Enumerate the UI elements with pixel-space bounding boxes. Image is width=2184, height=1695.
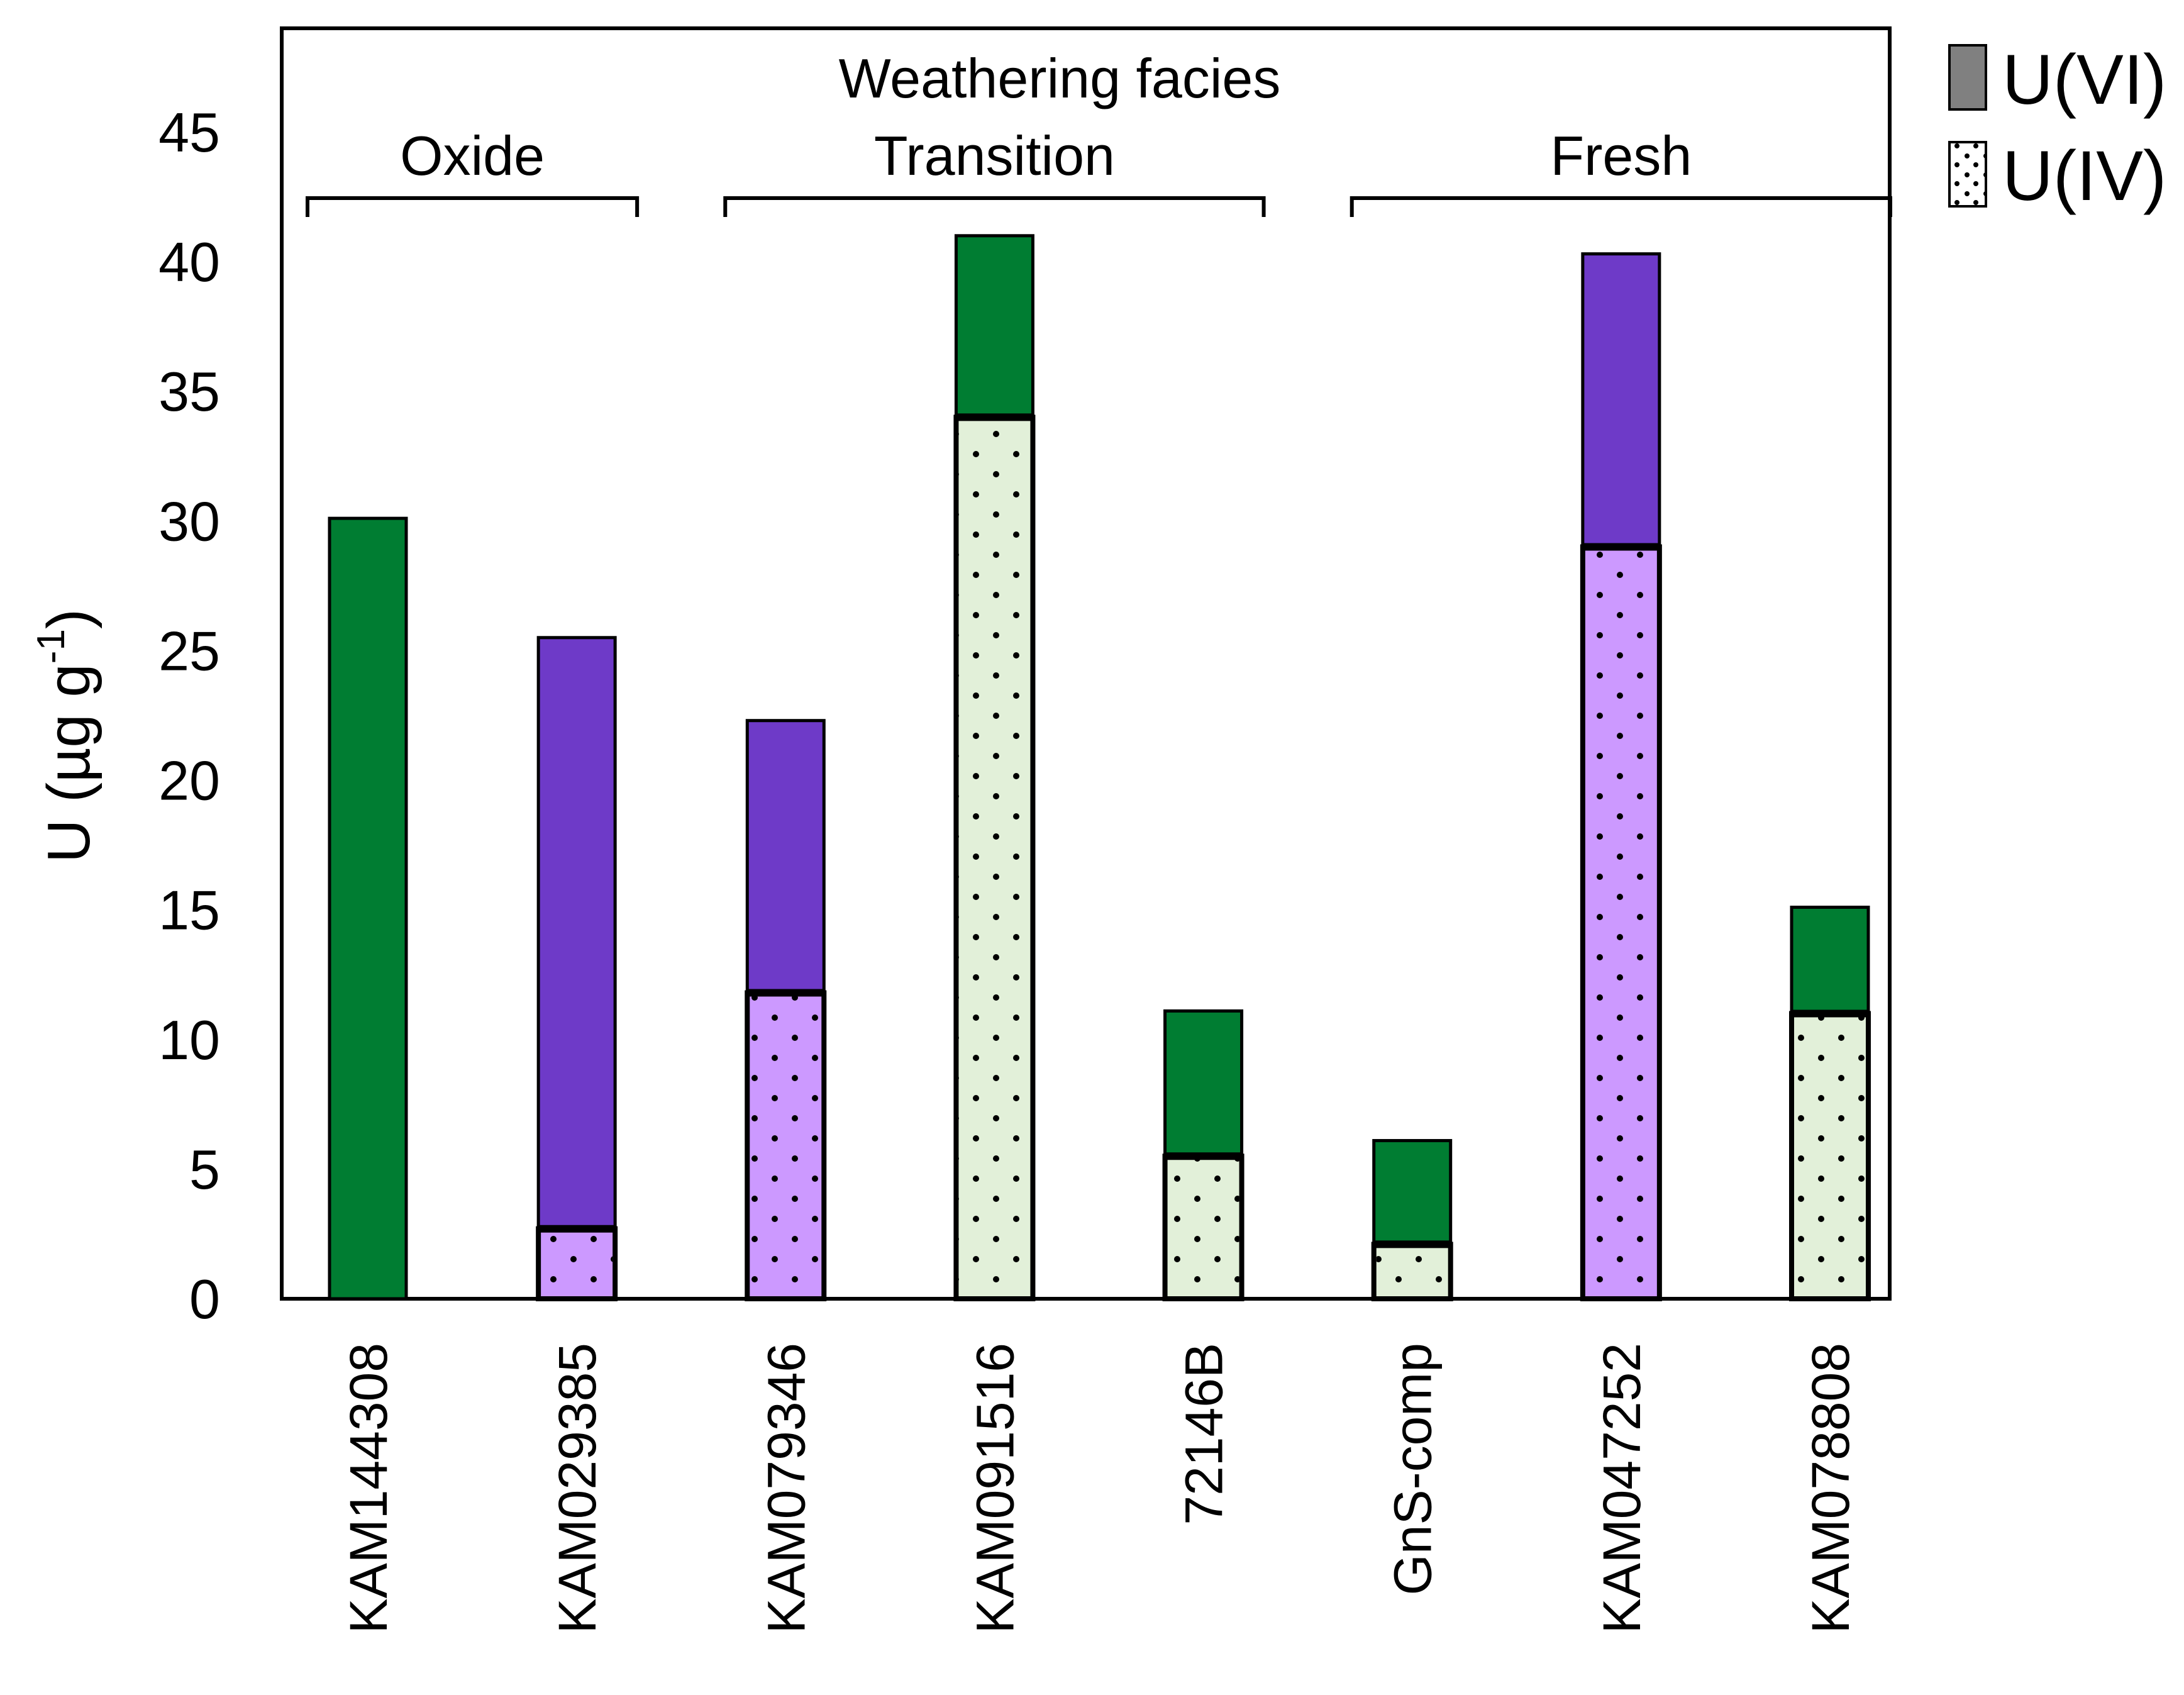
x-category-label: GnS-comp: [1383, 1343, 1443, 1595]
bar-uvi-72146B: [1163, 1009, 1244, 1158]
legend-swatch-uiv-dots: [1949, 142, 1986, 206]
group-label-oxide: Oxide: [400, 125, 545, 187]
bar-uiv-dots-KAM078808: [1794, 1016, 1866, 1296]
legend-label-uiv: U(IV): [2002, 136, 2166, 215]
group-bracket-fresh: [1350, 196, 1892, 217]
legend-swatch-uvi: [1948, 44, 1987, 111]
y-tick-label: 40: [158, 231, 220, 293]
group-label-transition: Transition: [874, 125, 1115, 187]
group-bracket-transition: [723, 196, 1266, 217]
legend: U(VI) U(IV): [1948, 40, 2166, 215]
bar-uvi-KAM144308: [328, 516, 408, 1301]
bar-uvi-KAM079346: [745, 719, 826, 995]
legend-label-uvi: U(VI): [2002, 40, 2166, 119]
y-tick-label: 45: [158, 101, 220, 164]
group-bracket-oxide: [306, 196, 640, 217]
y-tick-label: 20: [158, 750, 220, 812]
bar-uiv-dots-72146B: [1167, 1159, 1239, 1296]
bar-uiv-dots-GnS-comp: [1376, 1247, 1448, 1296]
plot-area: [280, 26, 1892, 1301]
y-tick-label: 35: [158, 360, 220, 423]
facies-group-brackets: Oxide Transition Fresh: [306, 125, 1892, 217]
bars: [328, 234, 1871, 1302]
x-axis-category-labels: KAM144308 KAM029385 KAM079346 KAM091516 7214…: [339, 1343, 1860, 1633]
y-axis-ticks: 0 5 10 15 20 25 30 35 40 45: [158, 101, 220, 1330]
bar-uvi-KAM091516: [954, 234, 1034, 419]
bar-uiv-dots-KAM047252: [1585, 549, 1657, 1297]
bar-uiv-dots-KAM091516: [958, 420, 1031, 1296]
y-tick-label: 5: [189, 1138, 220, 1201]
x-category-label: KAM079346: [757, 1343, 816, 1633]
y-tick-label: 30: [158, 490, 220, 552]
y-tick-label: 15: [158, 879, 220, 942]
x-category-label: 72146B: [1175, 1343, 1234, 1525]
group-label-fresh: Fresh: [1550, 125, 1692, 187]
bar-uiv-dots-KAM079346: [750, 995, 822, 1296]
bar-uiv-dots-KAM029385: [541, 1231, 613, 1296]
y-tick-label: 25: [158, 620, 220, 682]
bar-uvi-KAM047252: [1581, 252, 1661, 548]
y-tick-label: 0: [189, 1268, 220, 1330]
bar-uvi-KAM078808: [1790, 906, 1870, 1016]
chart-title: Weathering facies: [839, 47, 1281, 109]
x-category-label: KAM091516: [965, 1343, 1024, 1633]
x-category-label: KAM078808: [1801, 1343, 1860, 1633]
bar-uvi-KAM029385: [536, 636, 617, 1231]
y-tick-label: 10: [158, 1009, 220, 1071]
bar-uvi-GnS-comp: [1372, 1139, 1453, 1246]
x-category-label: KAM144308: [339, 1343, 398, 1633]
y-axis-title: U (µg g-1): [30, 609, 103, 863]
x-category-label: KAM047252: [1592, 1343, 1651, 1633]
x-category-label: KAM029385: [548, 1343, 607, 1633]
